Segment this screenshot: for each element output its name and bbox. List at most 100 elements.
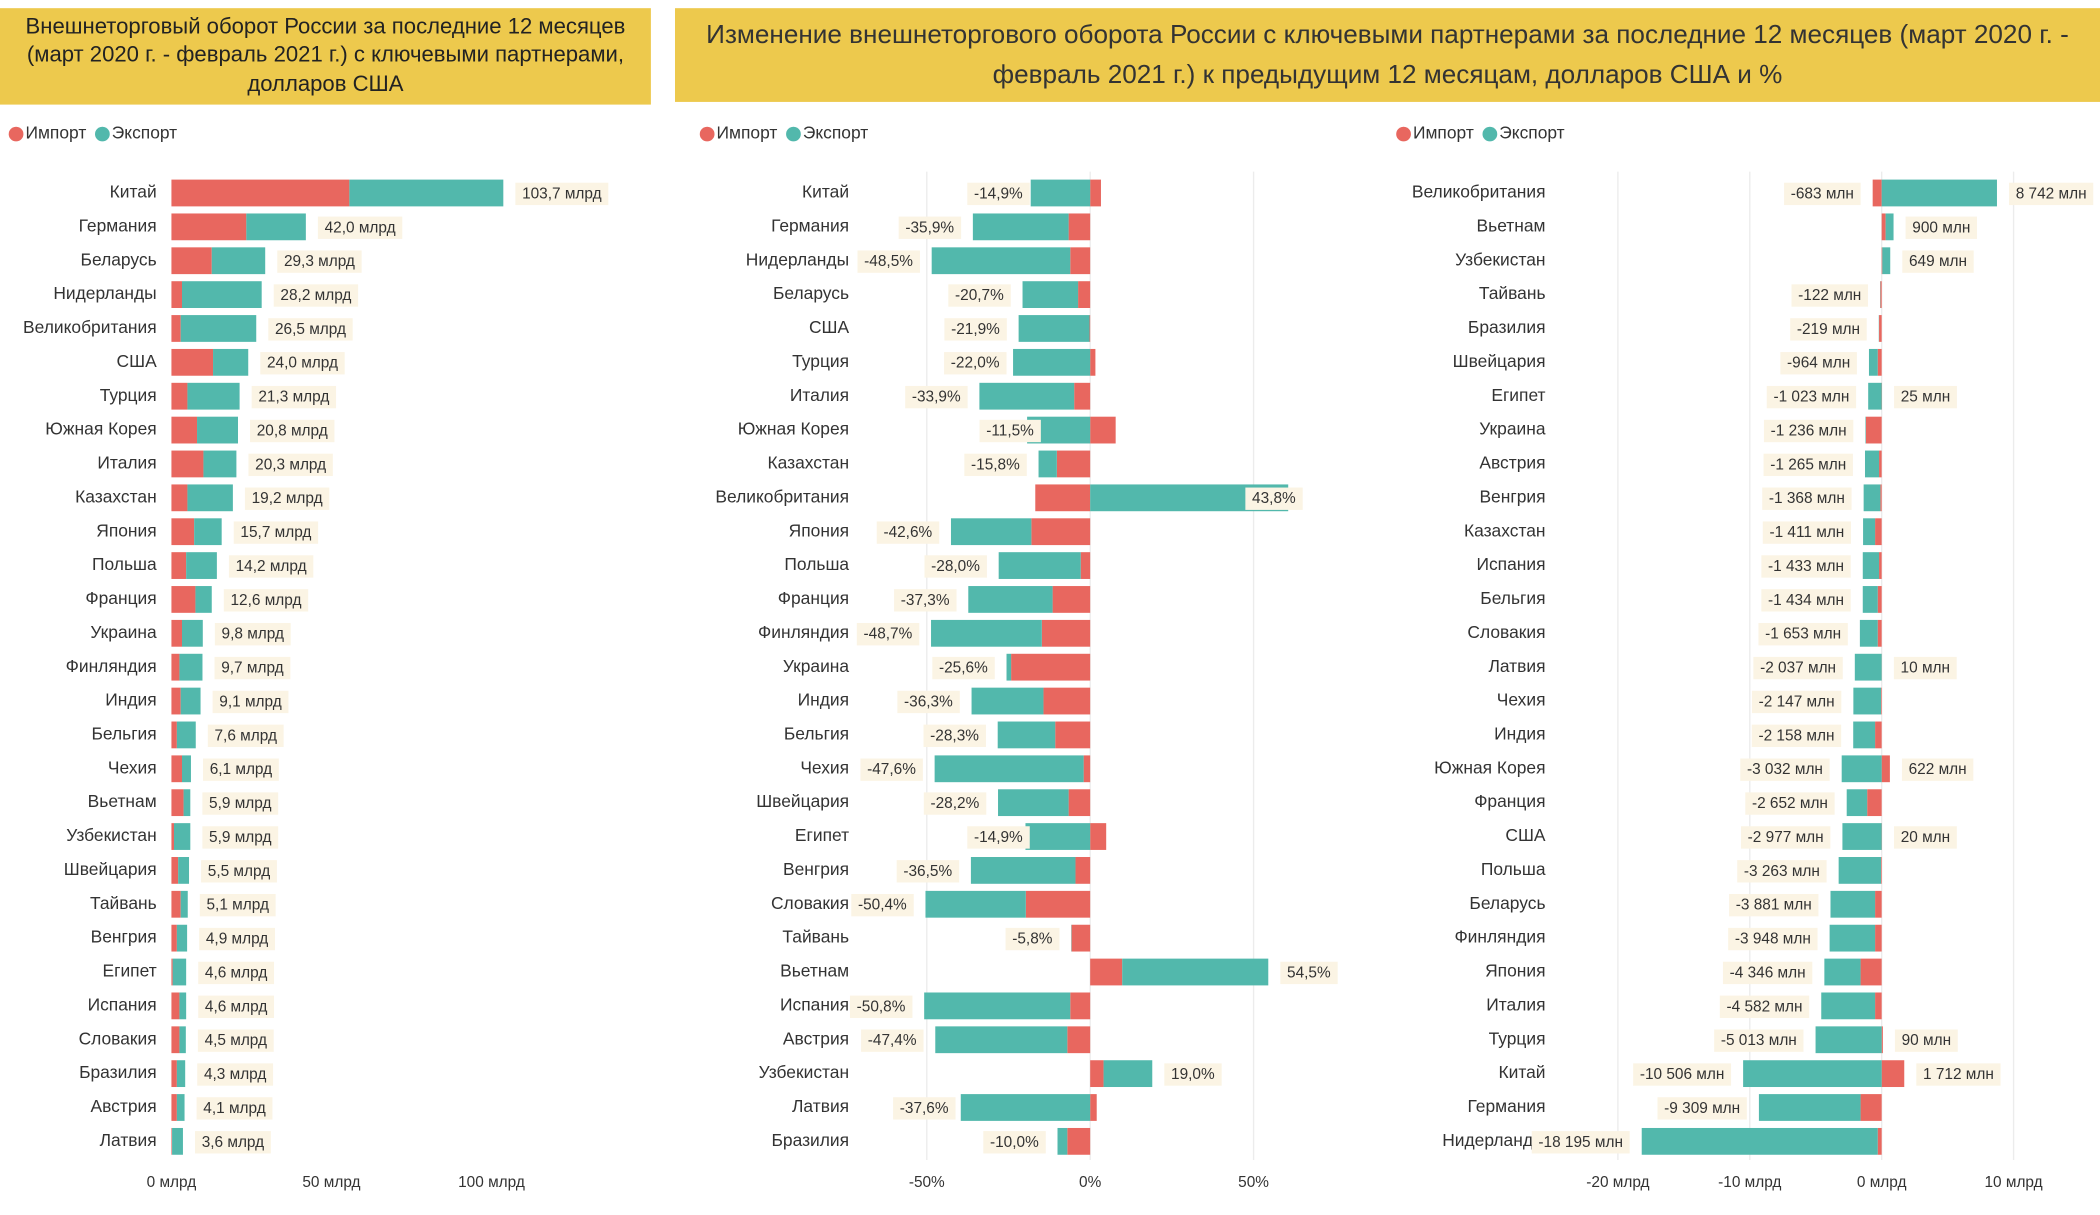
value-label: -9 309 млн — [1664, 1100, 1740, 1117]
value-label: -3 032 млн — [1747, 761, 1823, 778]
bar-segment — [1879, 552, 1882, 579]
bar-segment — [203, 450, 237, 478]
bar-segment — [1877, 348, 1882, 376]
category-label: Финляндия — [758, 622, 849, 642]
category-label: Украина — [90, 622, 157, 642]
bar-segment — [246, 213, 306, 241]
bar-segment — [1824, 958, 1861, 986]
label-bg — [196, 1097, 273, 1120]
label-bg — [199, 893, 276, 917]
bar-segment — [972, 213, 1069, 241]
bar-segment — [1071, 924, 1091, 952]
value-label: 21,3 млрд — [258, 389, 329, 406]
value-label: 42,0 млрд — [325, 219, 396, 236]
value-label: 26,5 млрд — [275, 321, 346, 338]
label-bg — [195, 1131, 271, 1154]
bar-segment — [1872, 179, 1882, 207]
category-label: Венгрия — [91, 927, 157, 947]
category-label: Бразилия — [1468, 317, 1546, 337]
bar-segment — [171, 619, 182, 647]
x-tick-label: 0 млрд — [1857, 1174, 1907, 1191]
label-bg — [273, 284, 359, 307]
bar-segment — [1829, 924, 1876, 952]
label-bg — [223, 589, 309, 612]
label-bg — [983, 1131, 1046, 1154]
category-label: Тайвань — [1479, 283, 1546, 303]
category-label: Латвия — [100, 1130, 157, 1150]
category-label: Великобритания — [715, 486, 849, 506]
bar-segment — [1080, 552, 1091, 579]
bar-segment — [179, 992, 187, 1020]
category-label: Польша — [784, 554, 849, 574]
bar-segment — [171, 518, 195, 546]
bar-segment — [171, 755, 182, 783]
bar-segment — [197, 416, 238, 444]
value-label: -50,8% — [857, 998, 906, 1015]
bar-segment — [931, 247, 1071, 275]
bar-segment — [1879, 450, 1882, 478]
label-bg — [1762, 521, 1852, 544]
label-bg — [876, 521, 940, 544]
bar-segment — [176, 1094, 185, 1121]
x-tick-label: 0% — [1079, 1174, 1102, 1191]
label-bg — [924, 555, 987, 578]
bar-segment — [1863, 518, 1876, 546]
value-label: 9,1 млрд — [219, 693, 281, 710]
bar-segment — [1070, 992, 1091, 1020]
bar-segment — [181, 755, 191, 783]
bar-segment — [1881, 857, 1882, 884]
label-bg — [856, 623, 920, 646]
x-tick-label: 50% — [1238, 1174, 1269, 1191]
category-label: Китай — [110, 182, 157, 202]
bar-segment — [1090, 823, 1107, 850]
label-bg — [964, 453, 1027, 477]
bar-segment — [171, 484, 188, 512]
label-bg — [251, 385, 337, 409]
value-label: -4 582 млн — [1727, 998, 1803, 1015]
bar-segment — [1090, 348, 1096, 376]
legend-label: Импорт — [25, 123, 86, 143]
bar-segment — [1881, 687, 1882, 715]
bar-segment — [1006, 653, 1012, 681]
bar-segment — [171, 1060, 177, 1088]
value-label: 20,3 млрд — [255, 456, 326, 473]
bar-segment — [171, 1026, 180, 1054]
bar-segment — [1038, 450, 1057, 478]
value-label: -964 млн — [1787, 355, 1850, 372]
category-label: Беларусь — [81, 249, 157, 269]
category-label: США — [117, 351, 158, 371]
category-label: Казахстан — [1464, 520, 1546, 540]
value-label: -28,0% — [931, 558, 980, 575]
bar-segment — [1022, 281, 1079, 308]
label-bg — [1905, 216, 1978, 239]
bar-segment — [1821, 992, 1876, 1020]
value-label: 4,1 млрд — [203, 1100, 265, 1117]
category-label: Тайвань — [90, 893, 157, 913]
bar-segment — [1089, 315, 1091, 342]
label-bg — [198, 995, 275, 1018]
bar-segment — [213, 348, 249, 376]
bar-segment — [173, 823, 191, 850]
category-label: Латвия — [1488, 656, 1545, 676]
value-label: -36,3% — [904, 693, 953, 710]
category-label: Бельгия — [784, 724, 849, 744]
value-label: -37,3% — [901, 592, 950, 609]
bar-segment — [1880, 484, 1882, 512]
value-label: -20,7% — [955, 287, 1004, 304]
legend-marker — [786, 126, 801, 142]
bar-segment — [187, 484, 233, 512]
value-label: 10 млн — [1901, 660, 1950, 677]
value-label: -10 506 млн — [1640, 1066, 1725, 1083]
value-label: -50,4% — [858, 897, 907, 914]
chart-title: Изменение внешнеторгового оборота России… — [706, 19, 2069, 90]
label-bg — [979, 419, 1041, 443]
bar-segment — [998, 552, 1081, 579]
bar-segment — [1881, 1060, 1905, 1088]
category-label: Индия — [105, 690, 156, 710]
category-label: Италия — [790, 385, 849, 405]
label-bg — [1758, 623, 1848, 646]
bar-segment — [171, 687, 181, 715]
bar-segment — [1860, 1094, 1882, 1121]
